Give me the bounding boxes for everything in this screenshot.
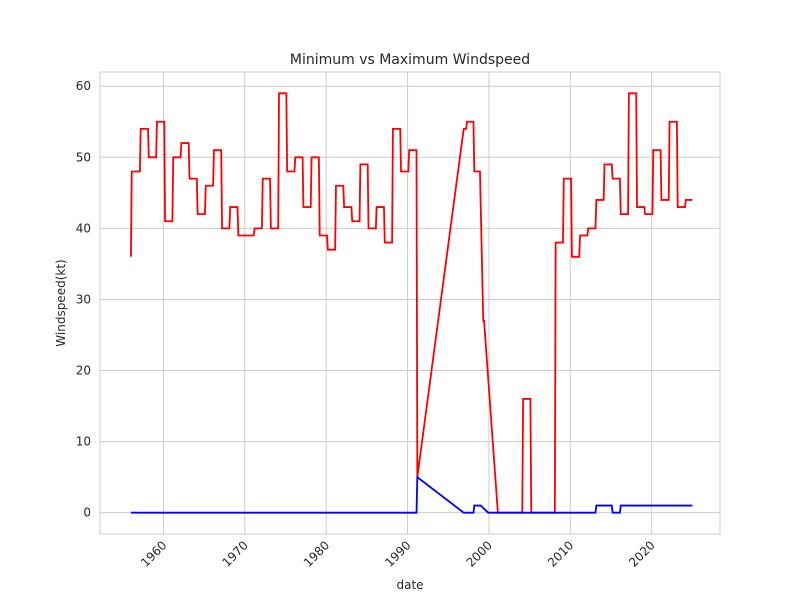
y-tick-label: 50	[76, 150, 91, 164]
y-tick-label: 60	[76, 79, 91, 93]
x-tick-label: 1980	[301, 538, 332, 569]
y-axis-label: Windspeed(kt)	[54, 259, 68, 346]
plot-background	[100, 72, 720, 534]
y-tick-label: 30	[76, 292, 91, 306]
x-axis-label: date	[396, 578, 423, 592]
x-tick-label: 1970	[219, 538, 250, 569]
y-tick-label: 20	[76, 364, 91, 378]
chart-title: Minimum vs Maximum Windspeed	[290, 52, 530, 68]
max-windspeed-line	[130, 92, 693, 514]
x-tick-label: 1990	[382, 538, 413, 569]
x-tick-label: 2020	[626, 538, 657, 569]
min-windspeed-line	[130, 475, 693, 514]
x-tick-label: 2010	[545, 538, 576, 569]
plot-frame	[99, 71, 721, 535]
y-tick-label: 10	[76, 435, 91, 449]
x-tick-label: 2000	[464, 538, 495, 569]
grid-layer	[100, 72, 720, 534]
series-layer	[130, 92, 693, 514]
y-tick-label: 0	[83, 506, 91, 520]
x-tick-label: 1960	[138, 538, 169, 569]
y-tick-label: 40	[76, 221, 91, 235]
